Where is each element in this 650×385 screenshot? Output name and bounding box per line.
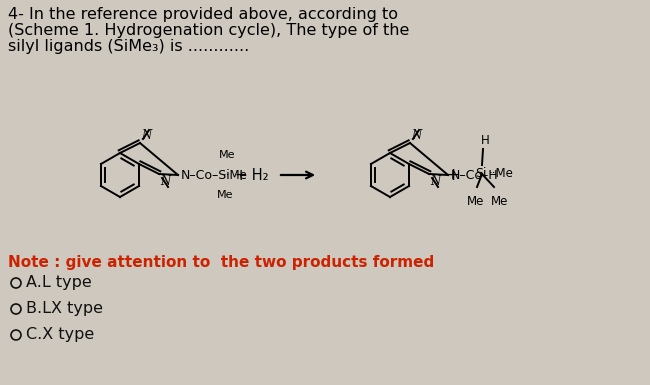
Text: N: N <box>141 129 151 142</box>
Text: H: H <box>480 134 489 147</box>
Text: N–Co–Si: N–Co–Si <box>181 169 231 181</box>
Text: B.LX type: B.LX type <box>26 301 103 316</box>
Text: N: N <box>430 175 440 188</box>
Text: +: + <box>445 166 460 184</box>
Text: ··Me: ··Me <box>489 166 514 179</box>
Text: Me: Me <box>219 150 235 160</box>
Text: C.X type: C.X type <box>26 328 94 343</box>
Text: Note : give attention to  the two products formed: Note : give attention to the two product… <box>8 255 434 270</box>
Text: 4- In the reference provided above, according to: 4- In the reference provided above, acco… <box>8 7 398 22</box>
Text: Me: Me <box>467 195 484 208</box>
Text: A.L type: A.L type <box>26 276 92 291</box>
Text: Me: Me <box>491 195 508 208</box>
Text: silyl ligands (SiMe₃) is ............: silyl ligands (SiMe₃) is ............ <box>8 39 249 54</box>
Text: ··Me: ··Me <box>223 169 248 181</box>
Text: N: N <box>160 175 170 188</box>
Text: Si: Si <box>475 166 486 179</box>
Text: N: N <box>411 129 421 142</box>
Text: + H₂: + H₂ <box>235 167 268 182</box>
Text: Me: Me <box>217 190 233 200</box>
Text: (Scheme 1. Hydrogenation cycle), The type of the: (Scheme 1. Hydrogenation cycle), The typ… <box>8 23 410 38</box>
Text: N–Co–H: N–Co–H <box>451 169 499 181</box>
